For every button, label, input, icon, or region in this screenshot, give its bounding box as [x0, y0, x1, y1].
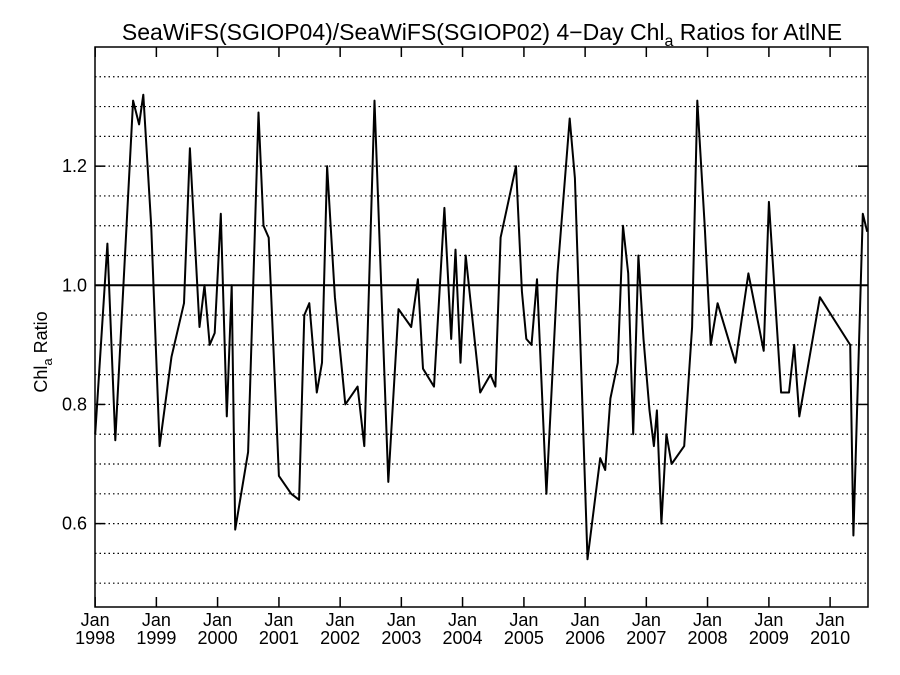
plot-frame	[94, 46, 869, 608]
x-tick-label-year: 2000	[198, 628, 238, 648]
x-tick-label-month: Jan	[387, 610, 416, 630]
x-tick-label-year: 2002	[320, 628, 360, 648]
x-tick-label-year: 2005	[504, 628, 544, 648]
x-tick-label-year: 2008	[688, 628, 728, 648]
y-axis: 0.6 0.8 1.0 1.2	[62, 156, 868, 534]
x-tick-label-month: Jan	[509, 610, 538, 630]
x-tick-label-year: 2004	[443, 628, 483, 648]
x-tick-label-year: 1999	[136, 628, 176, 648]
x-tick-label-month: Jan	[571, 610, 600, 630]
x-tick-label-month: Jan	[754, 610, 783, 630]
x-tick-label-year: 2001	[259, 628, 299, 648]
x-tick-label-year: 2009	[749, 628, 789, 648]
x-tick-label-year: 1998	[75, 628, 115, 648]
y-tick-label: 1.0	[62, 275, 87, 295]
x-tick-label-month: Jan	[81, 610, 110, 630]
x-tick-label-month: Jan	[693, 610, 722, 630]
y-tick-label: 0.6	[62, 514, 87, 534]
y-axis-label: Chla Ratio	[31, 311, 55, 392]
x-tick-label-month: Jan	[816, 610, 845, 630]
gridlines	[95, 76, 868, 584]
x-tick-label-year: 2003	[381, 628, 421, 648]
x-tick-label-month: Jan	[632, 610, 661, 630]
chart-title: SeaWiFS(SGIOP04)/SeaWiFS(SGIOP02) 4−Day …	[122, 19, 842, 50]
x-tick-label-year: 2006	[565, 628, 605, 648]
x-axis: Jan1998Jan1999Jan2000Jan2001Jan2002Jan20…	[75, 47, 850, 648]
y-tick-label: 0.8	[62, 394, 87, 414]
x-tick-label-year: 2007	[626, 628, 666, 648]
x-tick-label-month: Jan	[448, 610, 477, 630]
x-tick-label-month: Jan	[326, 610, 355, 630]
series-line	[94, 93, 869, 561]
x-tick-label-year: 2010	[810, 628, 850, 648]
y-tick-label: 1.2	[62, 156, 87, 176]
x-tick-label-month: Jan	[203, 610, 232, 630]
plot-area	[94, 46, 869, 608]
x-tick-label-month: Jan	[264, 610, 293, 630]
x-tick-label-month: Jan	[142, 610, 171, 630]
